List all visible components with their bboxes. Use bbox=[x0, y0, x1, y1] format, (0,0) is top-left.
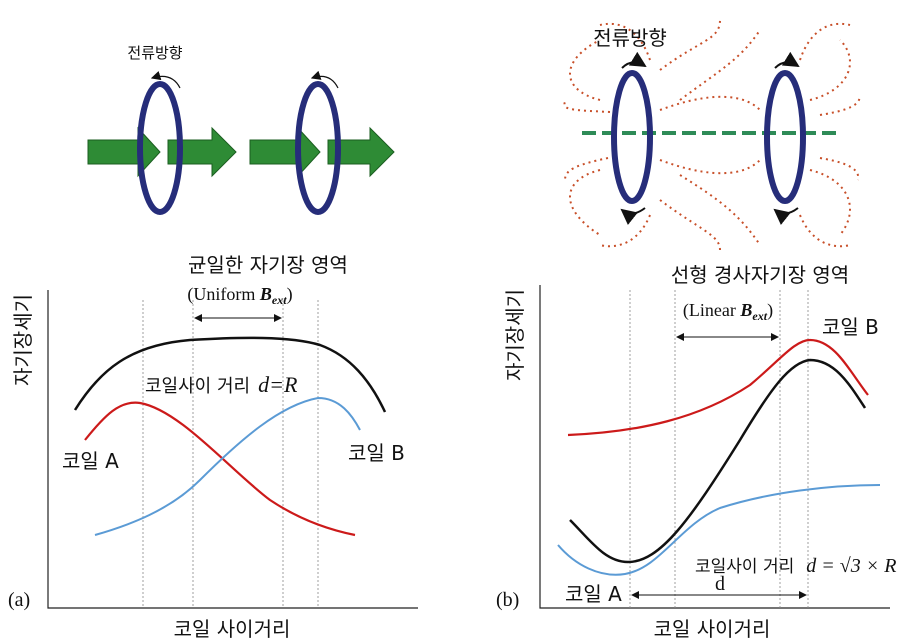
distance-formula: d = √3 × R bbox=[806, 555, 896, 577]
panel-label: (a) bbox=[8, 589, 30, 611]
distance-formula: d=R bbox=[258, 372, 298, 397]
coil-b-label: 코일 B bbox=[348, 441, 405, 465]
region-title: 균일한 자기장 영역 bbox=[188, 253, 348, 277]
current-direction: 전류방향 bbox=[127, 44, 182, 62]
subtitle-symbol: B bbox=[259, 284, 272, 304]
subtitle-close: ) bbox=[767, 300, 773, 321]
coil-illustration-a bbox=[88, 76, 394, 212]
subtitle-open: (Linear bbox=[683, 300, 740, 321]
x-axis-label: 코일 사이거리 bbox=[174, 617, 291, 641]
distance-text: 코일사이 거리 bbox=[145, 376, 250, 397]
coil-illustration-b bbox=[564, 20, 860, 250]
distance-label: 코일사이 거리 d=R bbox=[145, 372, 298, 397]
panel-label: (b) bbox=[496, 589, 519, 611]
coil-b-label: 코일 B bbox=[822, 315, 879, 339]
distance-text: 코일사이 거리 bbox=[695, 557, 794, 577]
y-axis-label: 자기장세기 bbox=[503, 289, 527, 381]
distance-label: 코일사이 거리 d = √3 × R bbox=[695, 555, 896, 577]
coil-a-label: 코일 A bbox=[565, 582, 622, 606]
x-axis-label: 코일 사이거리 bbox=[654, 617, 771, 641]
coil-a-label: 코일 A bbox=[62, 449, 119, 473]
subtitle-subscript: ext bbox=[752, 309, 767, 323]
subtitle-subscript: ext bbox=[272, 293, 287, 307]
region-title: 선형 경사자기장 영역 bbox=[671, 263, 849, 287]
figure: 전류방향 균일한 자기장 영역 (Uniform Bext) 코일사이 거리 d=… bbox=[0, 0, 918, 643]
region-subtitle: (Linear Bext) bbox=[683, 300, 773, 323]
subtitle-open: (Uniform bbox=[187, 284, 259, 305]
region-subtitle: (Uniform Bext) bbox=[187, 284, 292, 307]
y-axis-label: 자기장세기 bbox=[11, 294, 35, 386]
current-direction: 전류방향 bbox=[593, 26, 667, 50]
subtitle-symbol: B bbox=[739, 300, 752, 320]
subtitle-close: ) bbox=[287, 284, 293, 305]
distance-symbol: d bbox=[715, 573, 725, 595]
